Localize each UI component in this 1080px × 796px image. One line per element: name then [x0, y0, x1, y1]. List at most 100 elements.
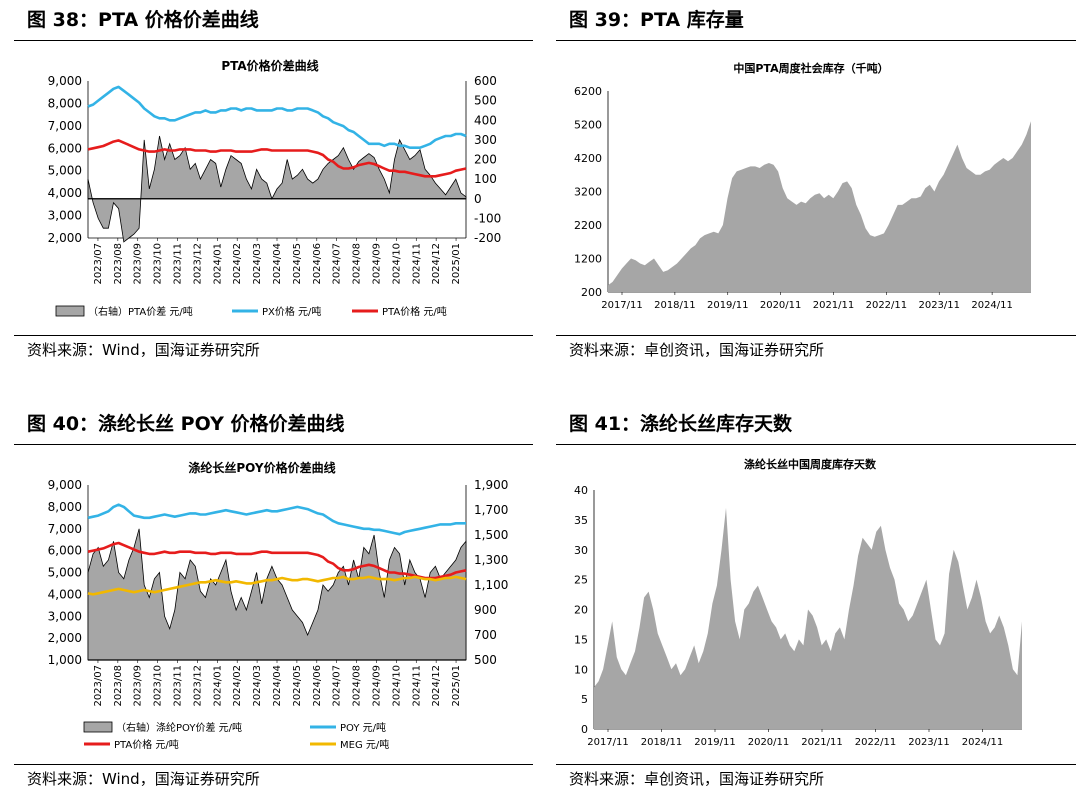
y-tick-label: 2200	[574, 219, 602, 232]
x-tick-label: 2021/11	[801, 737, 843, 748]
y-tick-label: 2,000	[48, 631, 82, 645]
source-rule	[14, 764, 533, 765]
x-tick-label: 2024/05	[292, 243, 303, 285]
chart-filament-inventory-days: 涤纶长丝中国周度库存天数 40 35 30 25 20 15 10 5 0 2017/11 2018…	[556, 448, 1076, 760]
chart-poy-price-spread: 涤纶长丝POY价格价差曲线 9,000 8,000 7,000 6,000 5,000 4…	[14, 448, 533, 760]
x-tick-label: 2024/05	[292, 665, 303, 707]
x-tick-label: 2023/07	[93, 665, 104, 707]
y-tick-label: 4200	[574, 152, 602, 165]
source-note-39: 资料来源：卓创资讯，国海证券研究所	[569, 341, 825, 359]
figure-title-40: 图 40：涤纶长丝 POY 价格价差曲线	[27, 413, 345, 435]
y-right-tick-label: 100	[474, 172, 497, 186]
x-tick-label: 2024/06	[312, 243, 323, 285]
y-right-tick-label: 300	[474, 133, 497, 147]
y-right-tick-label: 200	[474, 153, 497, 167]
x-tick-label: 2024/08	[352, 243, 363, 285]
legend-swatch-spread	[83, 721, 113, 733]
series-line	[87, 575, 467, 596]
title-rule	[556, 444, 1076, 445]
y-tick-label: 3,000	[48, 609, 82, 623]
x-tick-label: 2024/11	[962, 737, 1004, 748]
x-tick-label: 2023/11	[173, 243, 184, 285]
legend-label: PTA价格 元/吨	[114, 738, 179, 751]
y-right-tick-label: 500	[474, 653, 497, 667]
legend-label: MEG 元/吨	[340, 738, 389, 751]
y-tick-label: 5,000	[48, 164, 82, 178]
y-tick-label: 1200	[574, 253, 602, 266]
x-tick-label: 2024/09	[371, 243, 382, 285]
y-tick-label: 15	[574, 633, 588, 646]
x-tick-label: 2023/11	[908, 737, 950, 748]
x-tick-label: 2024/07	[332, 243, 343, 285]
y-tick-label: 6,000	[48, 141, 82, 155]
legend-label: PX价格 元/吨	[262, 305, 321, 318]
y-tick-label: 3,000	[48, 209, 82, 223]
x-tick-label: 2024/04	[272, 665, 283, 707]
x-tick-label: 2024/02	[232, 665, 243, 707]
source-note-40: 资料来源：Wind，国海证券研究所	[27, 770, 260, 788]
x-tick-label: 2023/11	[918, 300, 960, 311]
x-tick-label: 2024/10	[391, 665, 402, 707]
y-tick-label: 4,000	[48, 186, 82, 200]
y-tick-label: 35	[574, 514, 588, 527]
x-tick-label: 2018/11	[641, 737, 683, 748]
y-right-tick-label: -100	[474, 211, 501, 225]
x-tick-label: 2023/12	[192, 665, 203, 707]
y-tick-label: 40	[574, 484, 588, 497]
y-tick-label: 25	[574, 574, 588, 587]
y-right-tick-label: 1,300	[474, 553, 508, 567]
x-tick-label: 2024/01	[212, 665, 223, 707]
y-tick-label: 20	[574, 604, 588, 617]
source-note-41: 资料来源：卓创资讯，国海证券研究所	[569, 770, 825, 788]
y-tick-label: 5200	[574, 119, 602, 132]
chart-title: 中国PTA周度社会库存（千吨）	[733, 61, 888, 75]
y-right-tick-label: 1,100	[474, 578, 508, 592]
y-right-tick-label: 1,700	[474, 503, 508, 517]
y-tick-label: 8,000	[48, 96, 82, 110]
y-tick-label: 10	[574, 663, 588, 676]
y-right-tick-label: 1,500	[474, 528, 508, 542]
series-line	[87, 139, 467, 178]
y-right-tick-label: 900	[474, 603, 497, 617]
x-tick-label: 2024/11	[411, 243, 422, 285]
y-tick-label: 8,000	[48, 500, 82, 514]
y-tick-label: 1,000	[48, 653, 82, 667]
figure-title-39: 图 39：PTA 库存量	[569, 9, 744, 31]
x-tick-label: 2024/11	[971, 300, 1013, 311]
y-tick-label: 7,000	[48, 522, 82, 536]
x-tick-label: 2020/11	[748, 737, 790, 748]
x-tick-label: 2023/07	[93, 243, 104, 285]
x-tick-label: 2022/11	[855, 737, 897, 748]
series-area	[87, 528, 467, 661]
series-line	[87, 541, 467, 580]
x-tick-label: 2023/09	[133, 665, 144, 707]
chart-title: 涤纶长丝POY价格价差曲线	[188, 460, 335, 475]
source-rule	[556, 335, 1076, 336]
title-rule	[14, 40, 533, 41]
y-right-tick-label: 400	[474, 113, 497, 127]
y-tick-label: 9,000	[48, 478, 82, 492]
x-tick-label: 2023/10	[153, 665, 164, 707]
chart-pta-inventory: 中国PTA周度社会库存（千吨） 6200 5200 4200 3200 2200 1200…	[556, 44, 1076, 332]
x-tick-label: 2024/07	[332, 665, 343, 707]
chart-title: 涤纶长丝中国周度库存天数	[744, 457, 877, 471]
y-right-tick-label: -200	[474, 231, 501, 245]
y-tick-label: 200	[581, 286, 602, 299]
x-tick-label: 2019/11	[707, 300, 749, 311]
figure-title-41: 图 41：涤纶长丝库存天数	[569, 413, 793, 435]
y-tick-label: 6200	[574, 85, 602, 98]
x-tick-label: 2018/11	[654, 300, 696, 311]
y-right-tick-label: 600	[474, 74, 497, 88]
source-rule	[14, 335, 533, 336]
x-tick-label: 2022/11	[866, 300, 908, 311]
x-tick-label: 2017/11	[601, 300, 643, 311]
title-rule	[14, 444, 533, 445]
x-tick-label: 2021/11	[813, 300, 855, 311]
series-area	[608, 121, 1031, 292]
legend-swatch-spread	[55, 305, 85, 317]
x-tick-label: 2024/03	[252, 243, 263, 285]
x-tick-label: 2017/11	[587, 737, 629, 748]
y-tick-label: 5	[581, 693, 588, 706]
legend-label: POY 元/吨	[340, 721, 386, 734]
x-tick-label: 2023/09	[133, 243, 144, 285]
